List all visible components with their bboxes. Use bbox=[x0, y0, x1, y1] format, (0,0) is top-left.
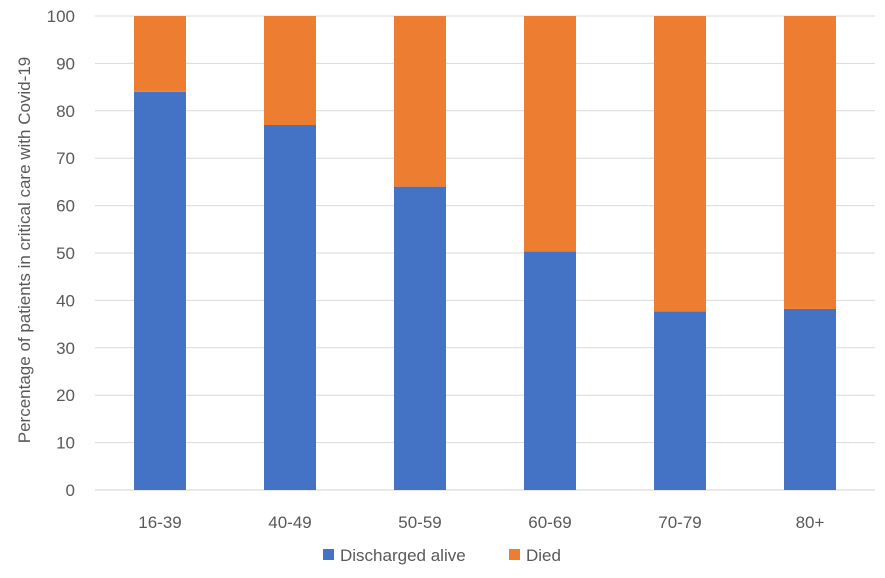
y-tick-label: 100 bbox=[47, 7, 75, 26]
y-tick-label: 50 bbox=[56, 244, 75, 263]
y-tick-label: 0 bbox=[66, 481, 75, 500]
x-tick-label: 50-59 bbox=[398, 513, 441, 532]
y-axis-ticks: 0 10 20 30 40 50 60 70 80 90 100 bbox=[47, 7, 75, 500]
y-tick-label: 60 bbox=[56, 197, 75, 216]
bar-discharged-alive-70-79 bbox=[654, 311, 706, 490]
bar-discharged-alive-80+ bbox=[784, 308, 836, 490]
y-tick-label: 90 bbox=[56, 54, 75, 73]
bars bbox=[134, 16, 836, 491]
legend-swatch-died bbox=[509, 549, 520, 560]
y-tick-label: 80 bbox=[56, 102, 75, 121]
x-tick-label: 60-69 bbox=[528, 513, 571, 532]
y-tick-label: 40 bbox=[56, 291, 75, 310]
bar-died-40-49 bbox=[264, 16, 316, 126]
bar-died-60-69 bbox=[524, 16, 576, 252]
x-tick-label: 80+ bbox=[796, 513, 825, 532]
x-tick-label: 40-49 bbox=[268, 513, 311, 532]
x-tick-label: 70-79 bbox=[658, 513, 701, 532]
y-tick-label: 70 bbox=[56, 149, 75, 168]
bar-discharged-alive-16-39 bbox=[134, 91, 186, 490]
x-tick-label: 16-39 bbox=[138, 513, 181, 532]
bar-died-80+ bbox=[784, 16, 836, 309]
bar-died-50-59 bbox=[394, 16, 446, 187]
gridlines bbox=[95, 15, 875, 491]
bar-discharged-alive-40-49 bbox=[264, 125, 316, 491]
bar-died-70-79 bbox=[654, 16, 706, 312]
y-axis-label: Percentage of patients in critical care … bbox=[15, 57, 34, 443]
y-tick-label: 10 bbox=[56, 434, 75, 453]
legend-label: Discharged alive bbox=[340, 546, 466, 565]
legend-label: Died bbox=[526, 546, 561, 565]
legend: Discharged alive Died bbox=[323, 546, 561, 565]
x-axis-ticks: 16-39 40-49 50-59 60-69 70-79 80+ bbox=[138, 513, 824, 532]
bar-died-16-39 bbox=[134, 16, 186, 92]
legend-swatch-discharged-alive bbox=[323, 549, 334, 560]
y-tick-label: 30 bbox=[56, 339, 75, 358]
bar-discharged-alive-50-59 bbox=[394, 186, 446, 490]
bar-discharged-alive-60-69 bbox=[524, 251, 576, 490]
y-tick-label: 20 bbox=[56, 386, 75, 405]
